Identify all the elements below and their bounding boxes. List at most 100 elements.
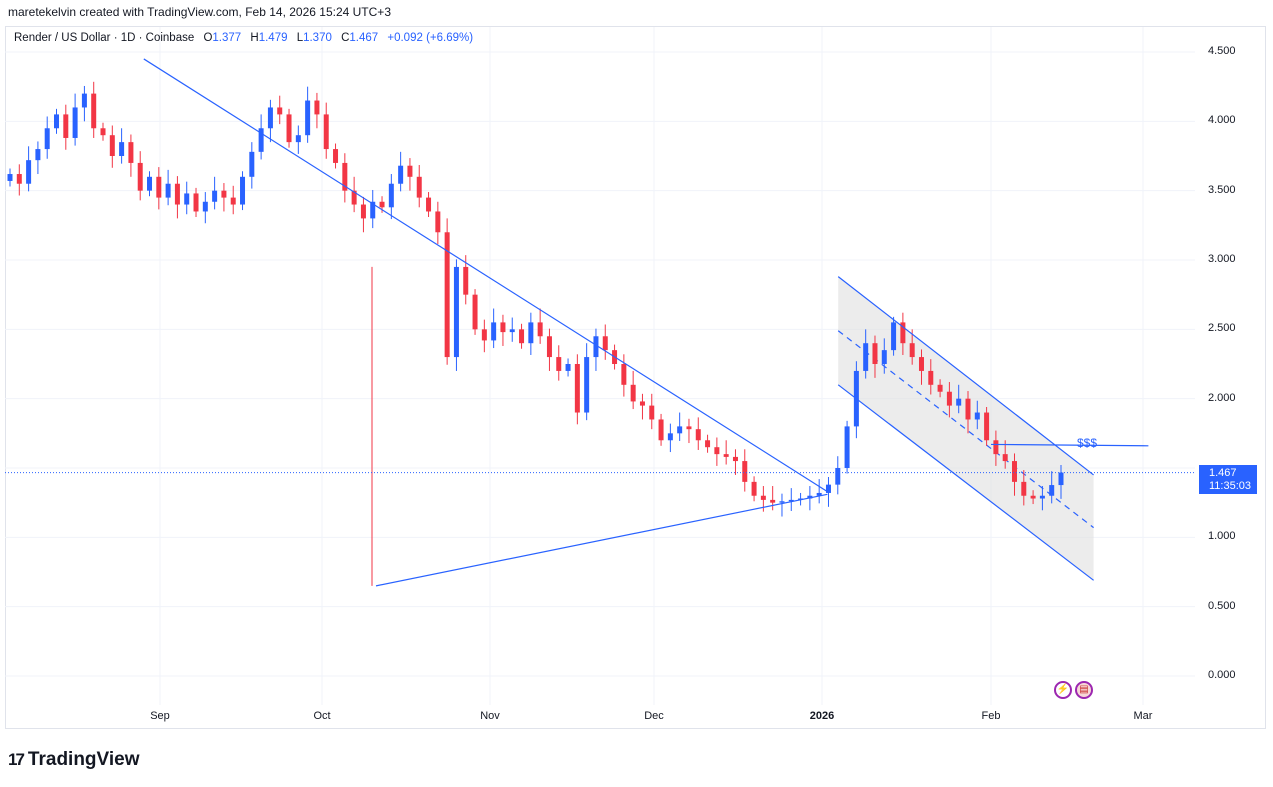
open-label: O	[203, 32, 213, 44]
candle-body	[109, 135, 115, 156]
candle-body	[984, 412, 990, 441]
candle-body	[602, 336, 608, 351]
y-tick-label: 2.500	[1208, 322, 1236, 335]
candle-body	[900, 322, 906, 344]
candle-body	[137, 162, 143, 191]
candle-body	[72, 107, 78, 138]
candle-body	[212, 190, 218, 202]
candle-body	[1021, 481, 1027, 496]
candle-body	[649, 405, 655, 420]
candle-body	[1058, 472, 1064, 486]
candle-body	[258, 128, 264, 152]
last-price-value: 1.467	[1209, 467, 1237, 479]
candle-body	[119, 142, 125, 156]
candle-body	[435, 211, 441, 233]
candle-body	[937, 384, 943, 392]
channel-bottom	[837, 384, 1094, 581]
chart-header: maretekelvin created with TradingView.co…	[8, 5, 391, 19]
candle-body	[509, 329, 515, 333]
candle-body	[993, 440, 999, 455]
candle-body	[249, 151, 255, 177]
change-value: +0.092 (+6.69%)	[387, 32, 474, 44]
candle-body	[1039, 495, 1045, 499]
candle-body	[723, 454, 729, 457]
candle-body	[732, 456, 738, 462]
logo-mark-icon: 17	[8, 750, 25, 769]
candle-body	[128, 142, 134, 163]
candle-body	[751, 481, 757, 496]
y-tick-label: 0.500	[1208, 599, 1236, 612]
candlestick-series	[7, 81, 1064, 517]
candle-body	[1049, 485, 1055, 496]
candle-body	[714, 447, 720, 455]
candle-body	[193, 193, 199, 212]
candle-body	[835, 468, 841, 485]
candle-body	[379, 201, 385, 208]
candle-body	[677, 426, 683, 434]
candle-body	[230, 197, 236, 205]
candle-body	[891, 322, 897, 351]
candle-body	[398, 165, 404, 184]
candle-body	[388, 183, 394, 208]
candle-body	[807, 495, 813, 499]
candle-body	[639, 401, 645, 406]
candle-body	[26, 160, 32, 184]
candle-body	[491, 322, 497, 341]
candle-body	[816, 492, 822, 496]
x-tick-label: Oct	[313, 710, 331, 722]
ascending-support	[375, 493, 828, 587]
y-tick-label: 3.500	[1208, 183, 1236, 196]
candle-body	[267, 107, 273, 129]
candle-body	[44, 128, 50, 150]
candle-body	[1011, 461, 1017, 482]
candle-body	[556, 357, 562, 371]
candle-body	[760, 495, 766, 500]
candle-body	[667, 433, 673, 441]
candle-body	[825, 484, 831, 493]
candle-body	[974, 412, 980, 420]
candle-body	[658, 419, 664, 441]
candle-body	[630, 384, 636, 402]
symbol-name: Render / US Dollar · 1D · Coinbase	[14, 32, 195, 44]
candle-body	[686, 426, 692, 430]
descending-resistance	[143, 58, 828, 493]
y-tick-label: 0.000	[1208, 669, 1236, 681]
candle-body	[481, 329, 487, 341]
candle-body	[500, 322, 506, 333]
y-tick-label: 4.500	[1208, 45, 1236, 57]
candle-body	[7, 174, 13, 181]
candle-body	[770, 499, 776, 503]
y-tick-label: 1.000	[1208, 530, 1236, 543]
candle-body	[956, 398, 962, 406]
candle-body	[174, 183, 180, 205]
open-value: 1.377	[212, 32, 242, 44]
flag-icon[interactable]: ▤	[1075, 681, 1093, 699]
candle-body	[35, 149, 41, 161]
candle-body	[221, 190, 227, 198]
grid-lines	[5, 27, 1195, 705]
candle-body	[342, 162, 348, 191]
candle-body	[621, 364, 627, 385]
candle-body	[844, 426, 850, 468]
x-tick-label: Dec	[644, 710, 664, 722]
candle-body	[91, 93, 97, 129]
close-value: 1.467	[349, 32, 379, 44]
bar-countdown: 11:35:03	[1209, 480, 1252, 492]
candle-body	[100, 128, 106, 136]
candle-body	[574, 364, 580, 413]
candle-body	[453, 266, 459, 358]
target-line	[990, 443, 1149, 447]
lightning-icon[interactable]: ⚡	[1054, 681, 1072, 699]
candle-body	[426, 197, 432, 212]
tradingview-logo[interactable]: 17 TradingView	[8, 749, 140, 771]
candle-body	[546, 336, 552, 358]
candle-body	[463, 266, 469, 295]
candle-body	[928, 370, 934, 385]
candle-body	[565, 364, 571, 371]
candle-body	[742, 461, 748, 482]
trend-lines	[143, 58, 1149, 587]
candle-body	[909, 343, 915, 358]
chart-frame	[5, 26, 1266, 729]
symbol-legend: Render / US Dollar · 1D · Coinbase O1.37…	[14, 32, 473, 44]
